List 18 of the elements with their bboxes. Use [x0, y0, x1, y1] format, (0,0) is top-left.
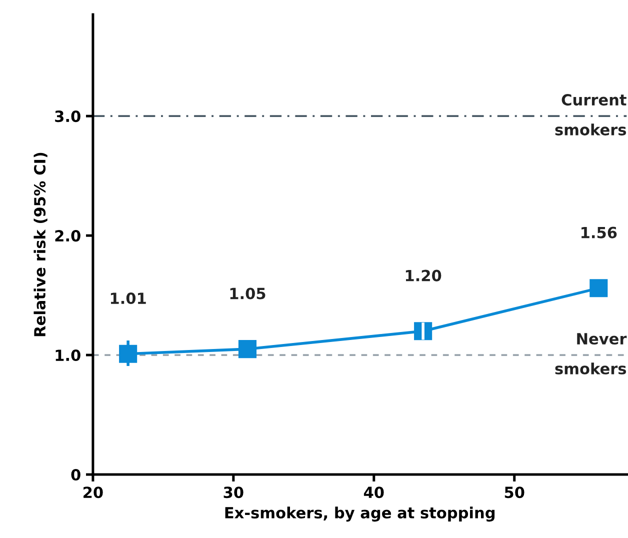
point	[590, 279, 608, 298]
data-label: 1.01	[110, 292, 146, 304]
x-tick-label: 30	[224, 486, 244, 498]
x-tick-label: 50	[504, 486, 524, 498]
data-label: 1.05	[230, 288, 266, 300]
x-tick-label: 20	[84, 486, 103, 498]
y-tick-label: 2.0	[55, 230, 80, 242]
ref-line-label: Current smokers	[555, 94, 626, 136]
y-tick-label: 1.0	[56, 350, 80, 362]
y-axis-title: Relative risk (95% CI)	[34, 152, 48, 336]
y-tick-label: 0	[71, 468, 80, 481]
ref-line-label: Never smokers	[555, 333, 627, 374]
y-tick-label: 3.0	[55, 110, 80, 122]
x-axis-title: Ex-smokers, by age at stopping	[225, 506, 495, 522]
data-label: 1.20	[406, 270, 442, 282]
data-label: 1.56	[582, 226, 617, 238]
point	[238, 340, 256, 358]
x-tick-label: 40	[364, 486, 384, 498]
